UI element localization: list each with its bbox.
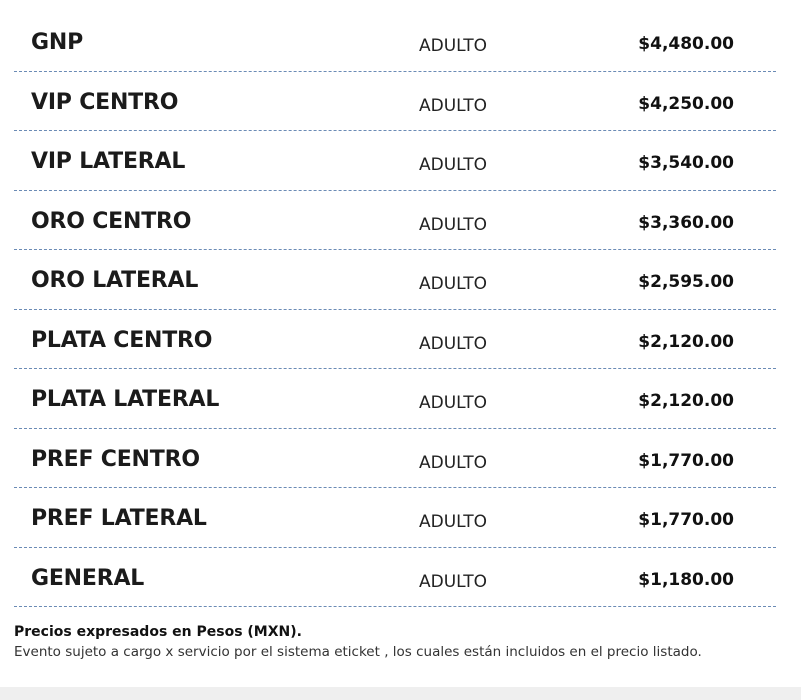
price-row-vip-centro: VIP CENTRO ADULTO $4,250.00 <box>14 72 776 131</box>
ticket-price: $2,120.00 <box>638 391 734 411</box>
zone-name: PLATA CENTRO <box>31 327 213 353</box>
price-table: GNP ADULTO $4,480.00 VIP CENTRO ADULTO $… <box>14 12 776 607</box>
ticket-type: ADULTO <box>419 571 488 592</box>
ticket-type: ADULTO <box>419 452 488 473</box>
zone-name: ORO LATERAL <box>31 268 199 293</box>
ticket-price: $2,120.00 <box>638 331 734 352</box>
ticket-type: ADULTO <box>419 214 488 235</box>
service-charge-note: Evento sujeto a cargo x servicio por el … <box>14 644 702 660</box>
ticket-price: $4,250.00 <box>638 93 734 114</box>
price-row-vip-lateral: VIP LATERAL ADULTO $3,540.00 <box>14 131 776 191</box>
price-row-general: GENERAL ADULTO $1,180.00 <box>14 548 776 607</box>
ticket-price: $2,595.00 <box>638 272 734 292</box>
zone-name: ORO CENTRO <box>31 208 192 234</box>
ticket-type: ADULTO <box>419 155 488 175</box>
ticket-type: ADULTO <box>419 36 488 56</box>
zone-name: VIP CENTRO <box>31 89 179 115</box>
zone-name: PREF LATERAL <box>31 506 207 531</box>
ticket-price: $4,480.00 <box>638 34 734 54</box>
currency-note: Precios expresados en Pesos (MXN). <box>14 624 302 640</box>
ticket-type: ADULTO <box>419 393 488 413</box>
zone-name: GNP <box>31 30 83 55</box>
zone-name: VIP LATERAL <box>31 149 186 174</box>
ticket-price: $1,770.00 <box>638 450 734 471</box>
zone-name: GENERAL <box>31 565 145 591</box>
ticket-price: $1,180.00 <box>638 569 734 590</box>
price-row-pref-lateral: PREF LATERAL ADULTO $1,770.00 <box>14 488 776 548</box>
price-notes: Precios expresados en Pesos (MXN). Event… <box>14 622 789 662</box>
price-row-plata-centro: PLATA CENTRO ADULTO $2,120.00 <box>14 310 776 369</box>
ticket-type: ADULTO <box>419 274 488 294</box>
zone-name: PLATA LATERAL <box>31 387 220 412</box>
page-footer-band <box>0 687 801 700</box>
price-row-oro-lateral: ORO LATERAL ADULTO $2,595.00 <box>14 250 776 310</box>
ticket-price: $3,360.00 <box>638 212 734 233</box>
ticket-type: ADULTO <box>419 95 488 116</box>
ticket-type: ADULTO <box>419 512 488 532</box>
ticket-price: $3,540.00 <box>638 153 734 173</box>
price-row-oro-centro: ORO CENTRO ADULTO $3,360.00 <box>14 191 776 250</box>
price-row-pref-centro: PREF CENTRO ADULTO $1,770.00 <box>14 429 776 488</box>
price-row-plata-lateral: PLATA LATERAL ADULTO $2,120.00 <box>14 369 776 429</box>
zone-name: PREF CENTRO <box>31 446 200 472</box>
ticket-type: ADULTO <box>419 333 488 354</box>
ticket-price: $1,770.00 <box>638 510 734 530</box>
price-row-gnp: GNP ADULTO $4,480.00 <box>14 12 776 72</box>
